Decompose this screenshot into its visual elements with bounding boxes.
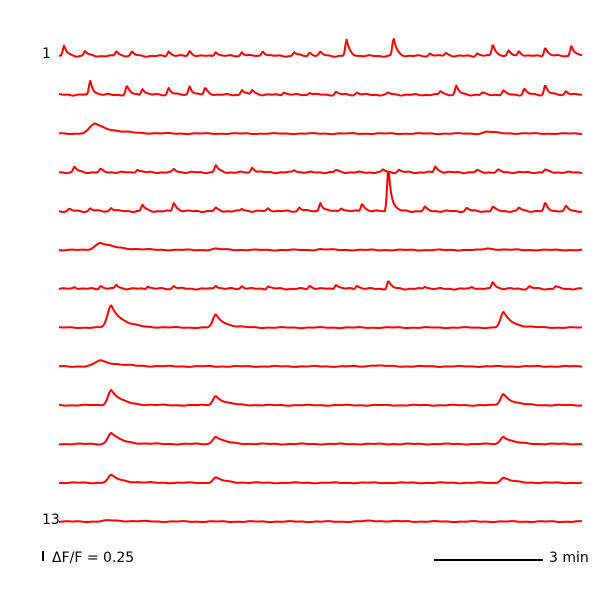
trace-label-first: 1 xyxy=(42,46,51,62)
trace-4 xyxy=(58,164,583,175)
trace-7 xyxy=(58,280,583,291)
trace-label-last: 13 xyxy=(42,512,60,528)
trace-3 xyxy=(58,122,583,136)
trace-11 xyxy=(58,431,583,446)
trace-10 xyxy=(58,389,583,407)
trace-12 xyxy=(58,473,583,485)
trace-group xyxy=(58,37,583,524)
scale-bar-vertical-label: ΔF/F = 0.25 xyxy=(52,550,134,566)
scale-bar-horizontal-label: 3 min xyxy=(549,550,589,566)
trace-8 xyxy=(58,304,583,330)
trace-13 xyxy=(58,519,583,524)
trace-5 xyxy=(58,170,583,213)
trace-1 xyxy=(58,37,583,58)
trace-6 xyxy=(58,242,583,252)
trace-2 xyxy=(58,79,583,97)
trace-9 xyxy=(58,359,583,368)
